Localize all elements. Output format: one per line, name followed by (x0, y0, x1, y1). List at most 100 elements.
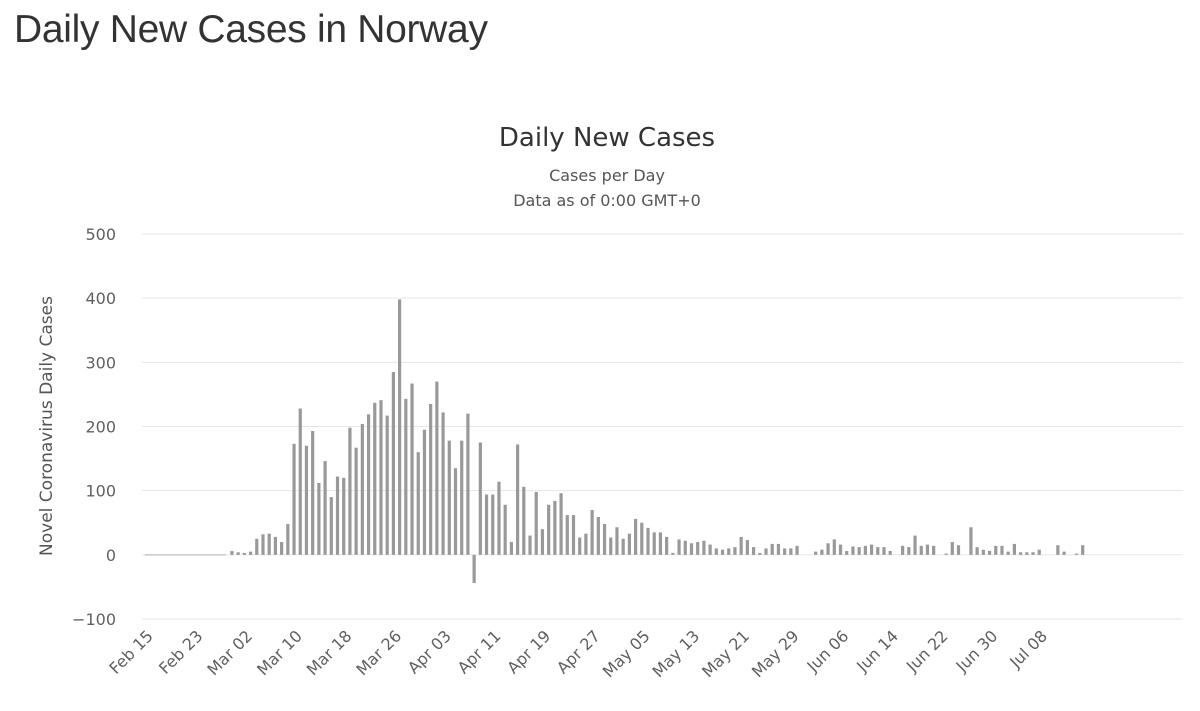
bar (236, 552, 240, 555)
x-tick-label: Apr 19 (503, 626, 554, 677)
bar (683, 540, 687, 555)
x-tick-label: May 29 (748, 626, 803, 681)
bar (907, 547, 911, 555)
bar (528, 535, 532, 555)
x-tick-label: Apr 03 (404, 626, 455, 677)
bar (342, 477, 346, 555)
y-tick-label: 0 (106, 546, 116, 565)
bar (602, 524, 607, 555)
bar (286, 524, 290, 555)
bar (540, 529, 545, 555)
bar (820, 549, 824, 555)
bar (863, 545, 867, 555)
x-tick-label: Jun 14 (852, 626, 902, 676)
y-axis-label: Novel Coronavirus Daily Cases (37, 296, 57, 556)
bar (304, 445, 309, 555)
bar (776, 543, 781, 555)
bar (609, 537, 613, 555)
bar (969, 527, 973, 555)
bar (422, 429, 427, 555)
bar (516, 444, 520, 555)
bar (559, 493, 563, 555)
bar (832, 539, 836, 555)
bar (1081, 545, 1085, 555)
bar (242, 552, 246, 555)
bar (354, 447, 358, 555)
bar (280, 542, 284, 555)
x-tick-label: Feb 23 (155, 626, 206, 677)
x-tick-label: Jul 08 (1005, 626, 1051, 672)
bar (534, 491, 538, 555)
bar (491, 494, 495, 555)
bar (553, 500, 557, 555)
bar (652, 532, 656, 555)
bar (248, 551, 253, 555)
bar (1056, 545, 1060, 555)
bar (689, 543, 694, 555)
chart-title: Daily New Cases (499, 123, 715, 153)
bar (795, 545, 799, 555)
bar (975, 547, 979, 555)
y-axis-ticks: 500 400 300 200 100 0 −100 (72, 225, 116, 629)
bar (547, 504, 551, 555)
bar (758, 552, 762, 555)
chart-subtitle: Cases per Day (549, 166, 665, 185)
bar (950, 542, 954, 555)
bar (901, 545, 905, 555)
bar (1000, 545, 1004, 555)
y-tick-label: 200 (85, 418, 116, 437)
bar (783, 548, 787, 555)
bar (466, 413, 470, 555)
bar (292, 443, 296, 555)
bar (435, 381, 439, 555)
x-tick-label: Mar 26 (352, 626, 405, 679)
y-tick-label: 100 (85, 482, 116, 501)
bar (913, 535, 917, 555)
bar (509, 542, 513, 555)
bar (453, 468, 458, 555)
bar (739, 536, 743, 555)
bar (366, 414, 371, 555)
x-tick-label: Mar 18 (303, 626, 356, 679)
bar (627, 533, 631, 555)
bar (944, 553, 948, 555)
x-tick-label: Apr 27 (553, 626, 604, 677)
bar (484, 494, 489, 555)
x-tick-label: May 05 (599, 626, 654, 681)
bar (311, 430, 315, 555)
x-tick-label: Jun 06 (803, 626, 853, 676)
bar (845, 550, 849, 555)
bar (571, 515, 576, 555)
x-tick-label: Mar 02 (203, 626, 256, 679)
bar (838, 544, 843, 555)
bar (460, 440, 464, 555)
bar (994, 545, 998, 555)
bar (677, 539, 681, 555)
bar (590, 509, 594, 555)
x-tick-label: Jun 30 (952, 626, 1002, 676)
bar (391, 371, 395, 555)
bar (1074, 553, 1079, 555)
bar (671, 552, 675, 555)
bar (273, 536, 278, 555)
x-tick-label: May 21 (698, 626, 753, 681)
bar (696, 542, 700, 555)
bar (882, 547, 886, 555)
y-tick-label: −100 (72, 610, 116, 629)
bar (404, 398, 408, 555)
bar (565, 515, 569, 555)
bar (398, 299, 402, 555)
bar (329, 497, 333, 555)
bar (621, 538, 625, 555)
bar (360, 423, 364, 555)
bar (447, 440, 451, 555)
bar (751, 547, 756, 555)
gridlines (142, 233, 1183, 620)
bar (416, 452, 420, 555)
bar (1019, 552, 1023, 555)
bar (317, 482, 321, 555)
bar (596, 516, 600, 555)
y-tick-label: 500 (85, 225, 116, 244)
y-tick-label: 300 (85, 353, 116, 372)
bar (658, 532, 663, 555)
